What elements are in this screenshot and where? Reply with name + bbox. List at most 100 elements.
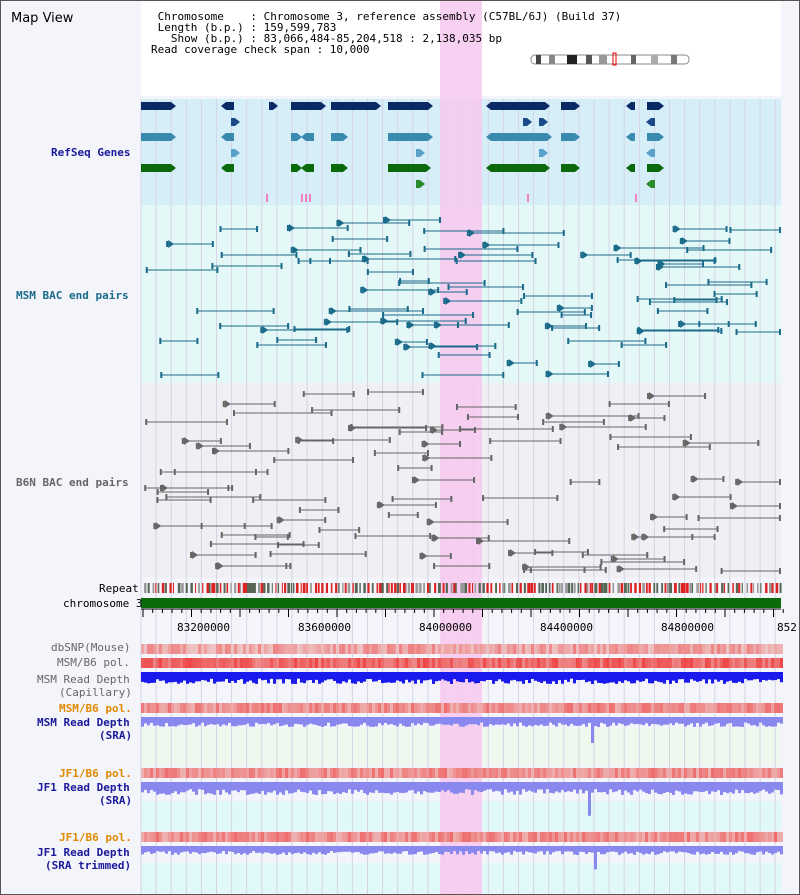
repeat-element (723, 583, 726, 593)
polymorphism-cell (282, 768, 285, 778)
polymorphism-cell (300, 768, 303, 778)
read-depth-bar (462, 717, 465, 727)
polymorphism-cell (705, 644, 708, 654)
read-depth-bar (648, 672, 651, 684)
polymorphism-cell (609, 768, 612, 778)
repeat-element (423, 583, 425, 593)
read-depth-bar (225, 846, 228, 855)
track-label-jf1-depth-sra[interactable]: JF1 Read Depth (37, 781, 130, 794)
polymorphism-cell (768, 768, 771, 778)
gene-arrow (376, 102, 381, 110)
polymorphism-cell (531, 703, 534, 713)
repeat-element (530, 583, 534, 593)
read-depth-bar (357, 846, 360, 853)
b6n-bac-pair-arrow (561, 423, 568, 431)
read-depth-bar (513, 672, 516, 680)
polymorphism-cell (648, 703, 651, 713)
read-depth-bar (153, 672, 156, 683)
polymorphism-cell (630, 703, 633, 713)
read-depth-bar (543, 846, 546, 855)
repeat-element (388, 583, 390, 593)
refseq-gene (231, 118, 235, 126)
polymorphism-cell (291, 703, 294, 713)
b6n-bac-pair-end (551, 550, 554, 556)
read-depth-bar (357, 717, 360, 727)
polymorphism-cell (534, 768, 537, 778)
polymorphism-cell (585, 768, 588, 778)
polymorphism-cell (417, 658, 420, 668)
polymorphism-cell (642, 658, 645, 668)
track-label-msm-b6-pol-sra[interactable]: MSM/B6 pol. (59, 702, 132, 715)
msm-bac-pair-arrow (546, 322, 553, 330)
polymorphism-cell (621, 832, 624, 842)
polymorphism-cell (366, 644, 369, 654)
read-depth-bar (357, 672, 360, 682)
track-label-msm-bac[interactable]: MSM BAC end pairs (16, 289, 129, 302)
repeat-element (605, 583, 608, 593)
read-depth-bar (186, 846, 189, 852)
read-depth-bar (648, 717, 651, 726)
repeat-element (556, 583, 558, 593)
repeat-element (450, 583, 453, 593)
b6n-bac-pair-end (411, 477, 414, 483)
repeat-element (338, 583, 340, 593)
read-depth-bar (636, 672, 639, 681)
polymorphism-cell (354, 768, 357, 778)
polymorphism-cell (501, 644, 504, 654)
gene-arrow (428, 133, 433, 141)
polymorphism-cell (414, 768, 417, 778)
read-depth-bar (621, 717, 624, 725)
track-label-jf1-depth-trim[interactable]: JF1 Read Depth (37, 846, 130, 859)
read-depth-bar (249, 846, 252, 854)
read-depth-bar (159, 672, 162, 681)
polymorphism-cell (144, 832, 147, 842)
polymorphism-cell (363, 768, 366, 778)
polymorphism-cell (306, 644, 309, 654)
polymorphism-cell (183, 644, 186, 654)
polymorphism-cell (264, 832, 267, 842)
track-label-refseq[interactable]: RefSeq Genes (51, 146, 131, 159)
msm-bac-pair-end (295, 252, 298, 258)
polymorphism-cell (447, 768, 450, 778)
read-depth-bar (528, 846, 531, 853)
read-depth-bar (141, 717, 144, 727)
polymorphism-cell (663, 658, 666, 668)
read-depth-bar (624, 846, 627, 852)
b6n-bac-pair-end (545, 413, 548, 419)
read-depth-bar (165, 717, 168, 723)
track-label-msm-depth-sra[interactable]: MSM Read Depth (37, 716, 130, 729)
msm-bac-pair-end (346, 225, 349, 231)
gene-arrow (659, 164, 664, 172)
read-depth-bar (195, 672, 198, 682)
polymorphism-cell (243, 768, 246, 778)
read-depth-bar (741, 717, 744, 727)
msm-bac-pair-end (276, 337, 279, 343)
b6n-bac-pair-end (387, 512, 390, 518)
polymorphism-cell (771, 658, 774, 668)
polymorphism-cell (189, 644, 192, 654)
read-depth-bar (600, 672, 603, 684)
read-depth-bar (399, 672, 402, 682)
track-label-jf1-b6-pol[interactable]: JF1/B6 pol. (59, 767, 132, 780)
b6n-bac-pair-end (599, 564, 602, 570)
repeat-element (263, 583, 266, 593)
b6n-bac-pair-arrow (350, 424, 357, 432)
read-depth-bar (255, 846, 258, 853)
polymorphism-cell (420, 832, 423, 842)
read-depth-bar (681, 717, 684, 724)
track-label-jf1-b6-pol-trim[interactable]: JF1/B6 pol. (59, 831, 132, 844)
track-label-b6n-bac[interactable]: B6N BAC end pairs (16, 476, 129, 489)
read-depth-bar (627, 672, 630, 682)
polymorphism-cell (336, 658, 339, 668)
read-depth-bar (741, 846, 744, 852)
read-depth-bar (405, 672, 408, 680)
b6n-bac-pair-end (450, 496, 453, 502)
msm-bac-pair-end (443, 298, 446, 304)
polymorphism-cell (225, 658, 228, 668)
read-depth-bar (297, 672, 300, 679)
msm-bac-pair-end (331, 236, 334, 242)
msm-bac-pair-end (329, 258, 332, 264)
read-depth-bar (351, 672, 354, 684)
read-depth-bar (510, 672, 513, 681)
